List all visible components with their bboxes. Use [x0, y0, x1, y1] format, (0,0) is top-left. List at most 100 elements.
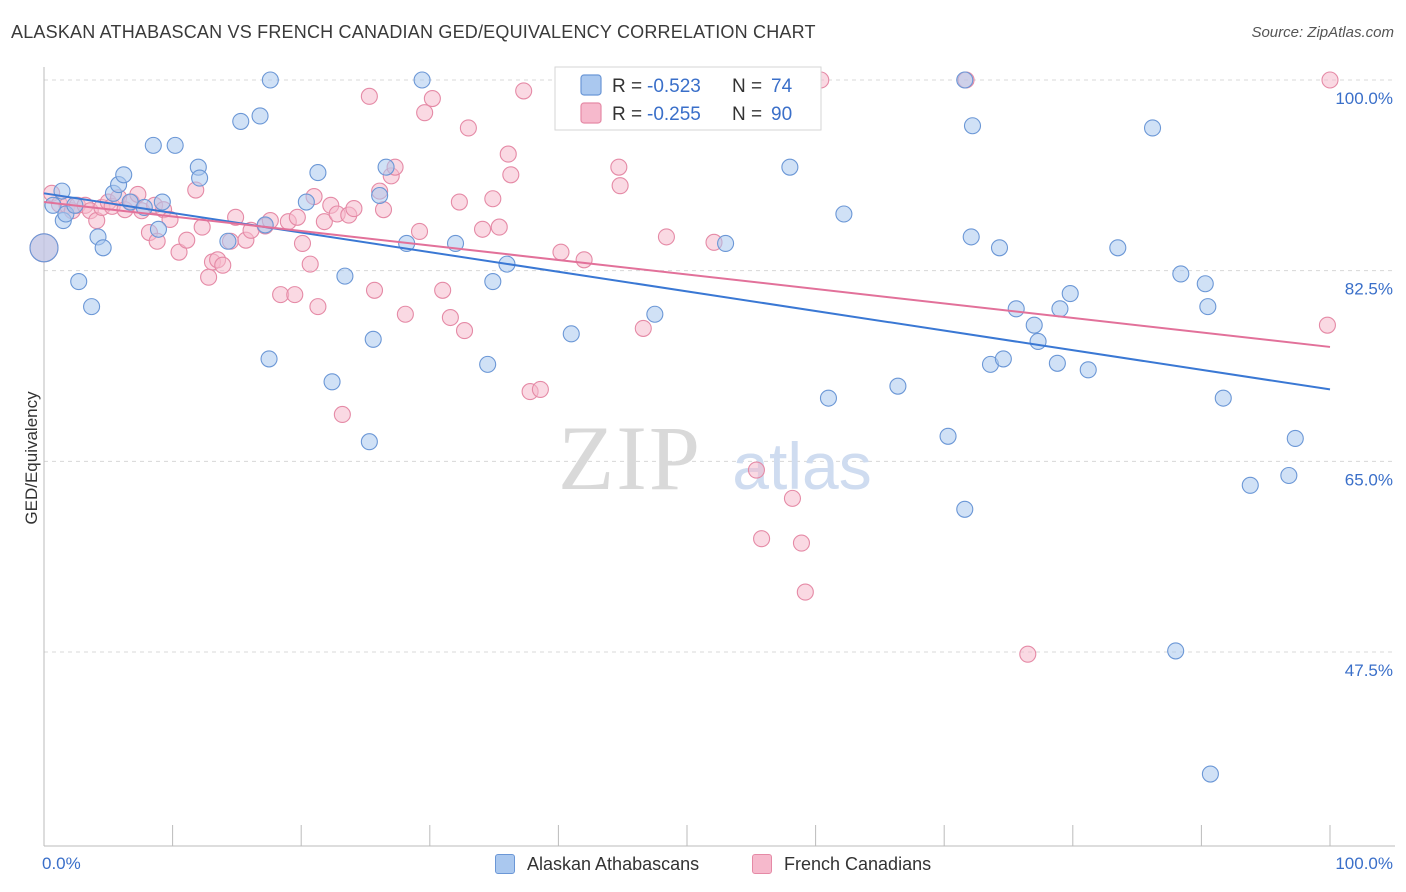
french-canadians-point: [484, 190, 502, 208]
trend-line-french-canadians: [43, 201, 1331, 348]
alaskan-athabascans-point: [149, 220, 168, 238]
watermark-zip: ZIP: [558, 407, 702, 509]
alaskan-athabascans-point: [1061, 284, 1079, 303]
french-canadians-point: [410, 222, 429, 240]
y-tick-labels: 47.5% 65.0% 82.5% 100.0%: [1335, 89, 1393, 680]
legend-item-french-canadians: French Canadians: [752, 852, 931, 876]
french-canadians-point: [434, 281, 452, 299]
alaskan-athabascans-point: [153, 193, 171, 211]
french-canadians-point: [333, 405, 351, 424]
alaskan-athabascans-point: [781, 158, 799, 176]
alaskan-athabascans-point: [1051, 300, 1069, 318]
alaskan-athabascans-point: [956, 71, 974, 89]
french-canadians-point: [178, 231, 196, 249]
alaskan-athabascans-point: [336, 267, 354, 285]
x-tick-label-min: 0.0%: [42, 854, 81, 873]
alaskan-athabascans-point: [1025, 316, 1043, 334]
alaskan-athabascans-point: [219, 232, 237, 250]
source-credit: Source: ZipAtlas.com: [1251, 24, 1394, 41]
french-canadians-point: [515, 82, 533, 100]
french-canadians-point: [309, 298, 327, 316]
y-tick-label: 82.5%: [1345, 280, 1393, 299]
french-canadians-point: [315, 213, 333, 231]
alaskan-athabascans-point: [1109, 239, 1127, 257]
alaskan-athabascans-point: [889, 377, 907, 395]
french-canadians-point: [610, 158, 628, 176]
french-canadians-point: [552, 243, 570, 261]
legend-label: Alaskan Athabascans: [527, 853, 700, 874]
french-canadians-point: [170, 243, 188, 261]
alaskan-athabascans-point: [377, 158, 395, 176]
alaskan-athabascans-point: [1201, 765, 1219, 783]
alaskan-athabascans-point: [835, 205, 853, 223]
alaskan-athabascans-point: [994, 350, 1012, 368]
y-axis-title: GED/Equivalency: [22, 391, 41, 525]
alaskan-athabascans-point: [94, 239, 112, 257]
alaskan-athabascans-point: [323, 373, 341, 391]
french-canadians-point: [792, 534, 811, 552]
french-canadians-point: [473, 220, 492, 238]
alaskan-athabascans-point: [144, 136, 162, 154]
french-canadians-point: [502, 166, 520, 184]
french-canadians-point: [214, 256, 232, 274]
alaskan-athabascans-point: [1172, 265, 1190, 283]
french-canadians-point: [293, 234, 312, 252]
french-canadians-point: [1321, 71, 1339, 89]
stats-n-value: 74: [771, 76, 793, 97]
alaskan-athabascans-point: [1029, 332, 1047, 351]
series-alaskan-athabascans-points: [29, 71, 1304, 783]
french-canadians-point: [490, 218, 508, 236]
alaskan-athabascans-point: [29, 233, 59, 263]
stats-swatch-pink: [580, 102, 602, 124]
alaskan-athabascans-point: [1196, 275, 1214, 293]
legend-label: French Canadians: [784, 853, 932, 874]
stats-swatch-blue: [580, 74, 602, 96]
y-tick-label: 100.0%: [1335, 89, 1393, 108]
alaskan-athabascans-point: [1280, 466, 1298, 485]
alaskan-athabascans-point: [166, 136, 184, 154]
french-canadians-point: [459, 119, 477, 137]
stats-r-value: -0.255: [647, 104, 701, 125]
legend-swatch-pink: [752, 854, 772, 874]
series-french-canadians-points: [29, 71, 1339, 663]
alaskan-athabascans-point: [83, 298, 101, 316]
french-canadians-point: [747, 461, 765, 479]
alaskan-athabascans-point: [260, 350, 278, 368]
alaskan-athabascans-point: [297, 193, 315, 211]
alaskan-athabascans-point: [1007, 300, 1025, 318]
alaskan-athabascans-point: [413, 71, 431, 89]
french-canadians-point: [531, 380, 549, 398]
french-canadians-point: [360, 87, 378, 105]
legend-item-alaskan-athabascans: Alaskan Athabascans: [495, 852, 699, 876]
french-canadians-point: [416, 104, 434, 122]
alaskan-athabascans-point: [646, 305, 664, 323]
french-canadians-point: [301, 255, 319, 273]
alaskan-athabascans-point: [939, 427, 957, 445]
stats-n-value: 90: [771, 104, 792, 125]
french-canadians-point: [1019, 645, 1037, 663]
chart-title: ALASKAN ATHABASCAN VS FRENCH CANADIAN GE…: [11, 22, 816, 42]
french-canadians-point: [611, 177, 629, 195]
alaskan-athabascans-point: [819, 389, 838, 407]
french-canadians-point: [753, 530, 771, 548]
x-tick-labels: 0.0% 100.0%: [42, 854, 1393, 873]
legend-swatch-blue: [495, 854, 515, 874]
french-canadians-point: [796, 583, 814, 601]
alaskan-athabascans-point: [251, 107, 269, 125]
stats-r-value: -0.523: [647, 76, 701, 97]
alaskan-athabascans-point: [232, 112, 250, 130]
alaskan-athabascans-point: [256, 216, 274, 234]
french-canadians-point: [783, 489, 802, 507]
alaskan-athabascans-point: [70, 273, 88, 291]
french-canadians-point: [396, 305, 414, 323]
x-tick-label-max: 100.0%: [1335, 854, 1393, 873]
french-canadians-point: [374, 201, 393, 219]
alaskan-athabascans-point: [1214, 389, 1232, 407]
stats-n-label: N =: [732, 76, 762, 97]
french-canadians-point: [657, 228, 675, 246]
alaskan-athabascans-point: [44, 196, 62, 214]
french-canadians-point: [423, 89, 441, 108]
alaskan-athabascans-point: [1199, 298, 1217, 316]
french-canadians-point: [365, 281, 384, 299]
alaskan-athabascans-point: [1143, 119, 1162, 137]
